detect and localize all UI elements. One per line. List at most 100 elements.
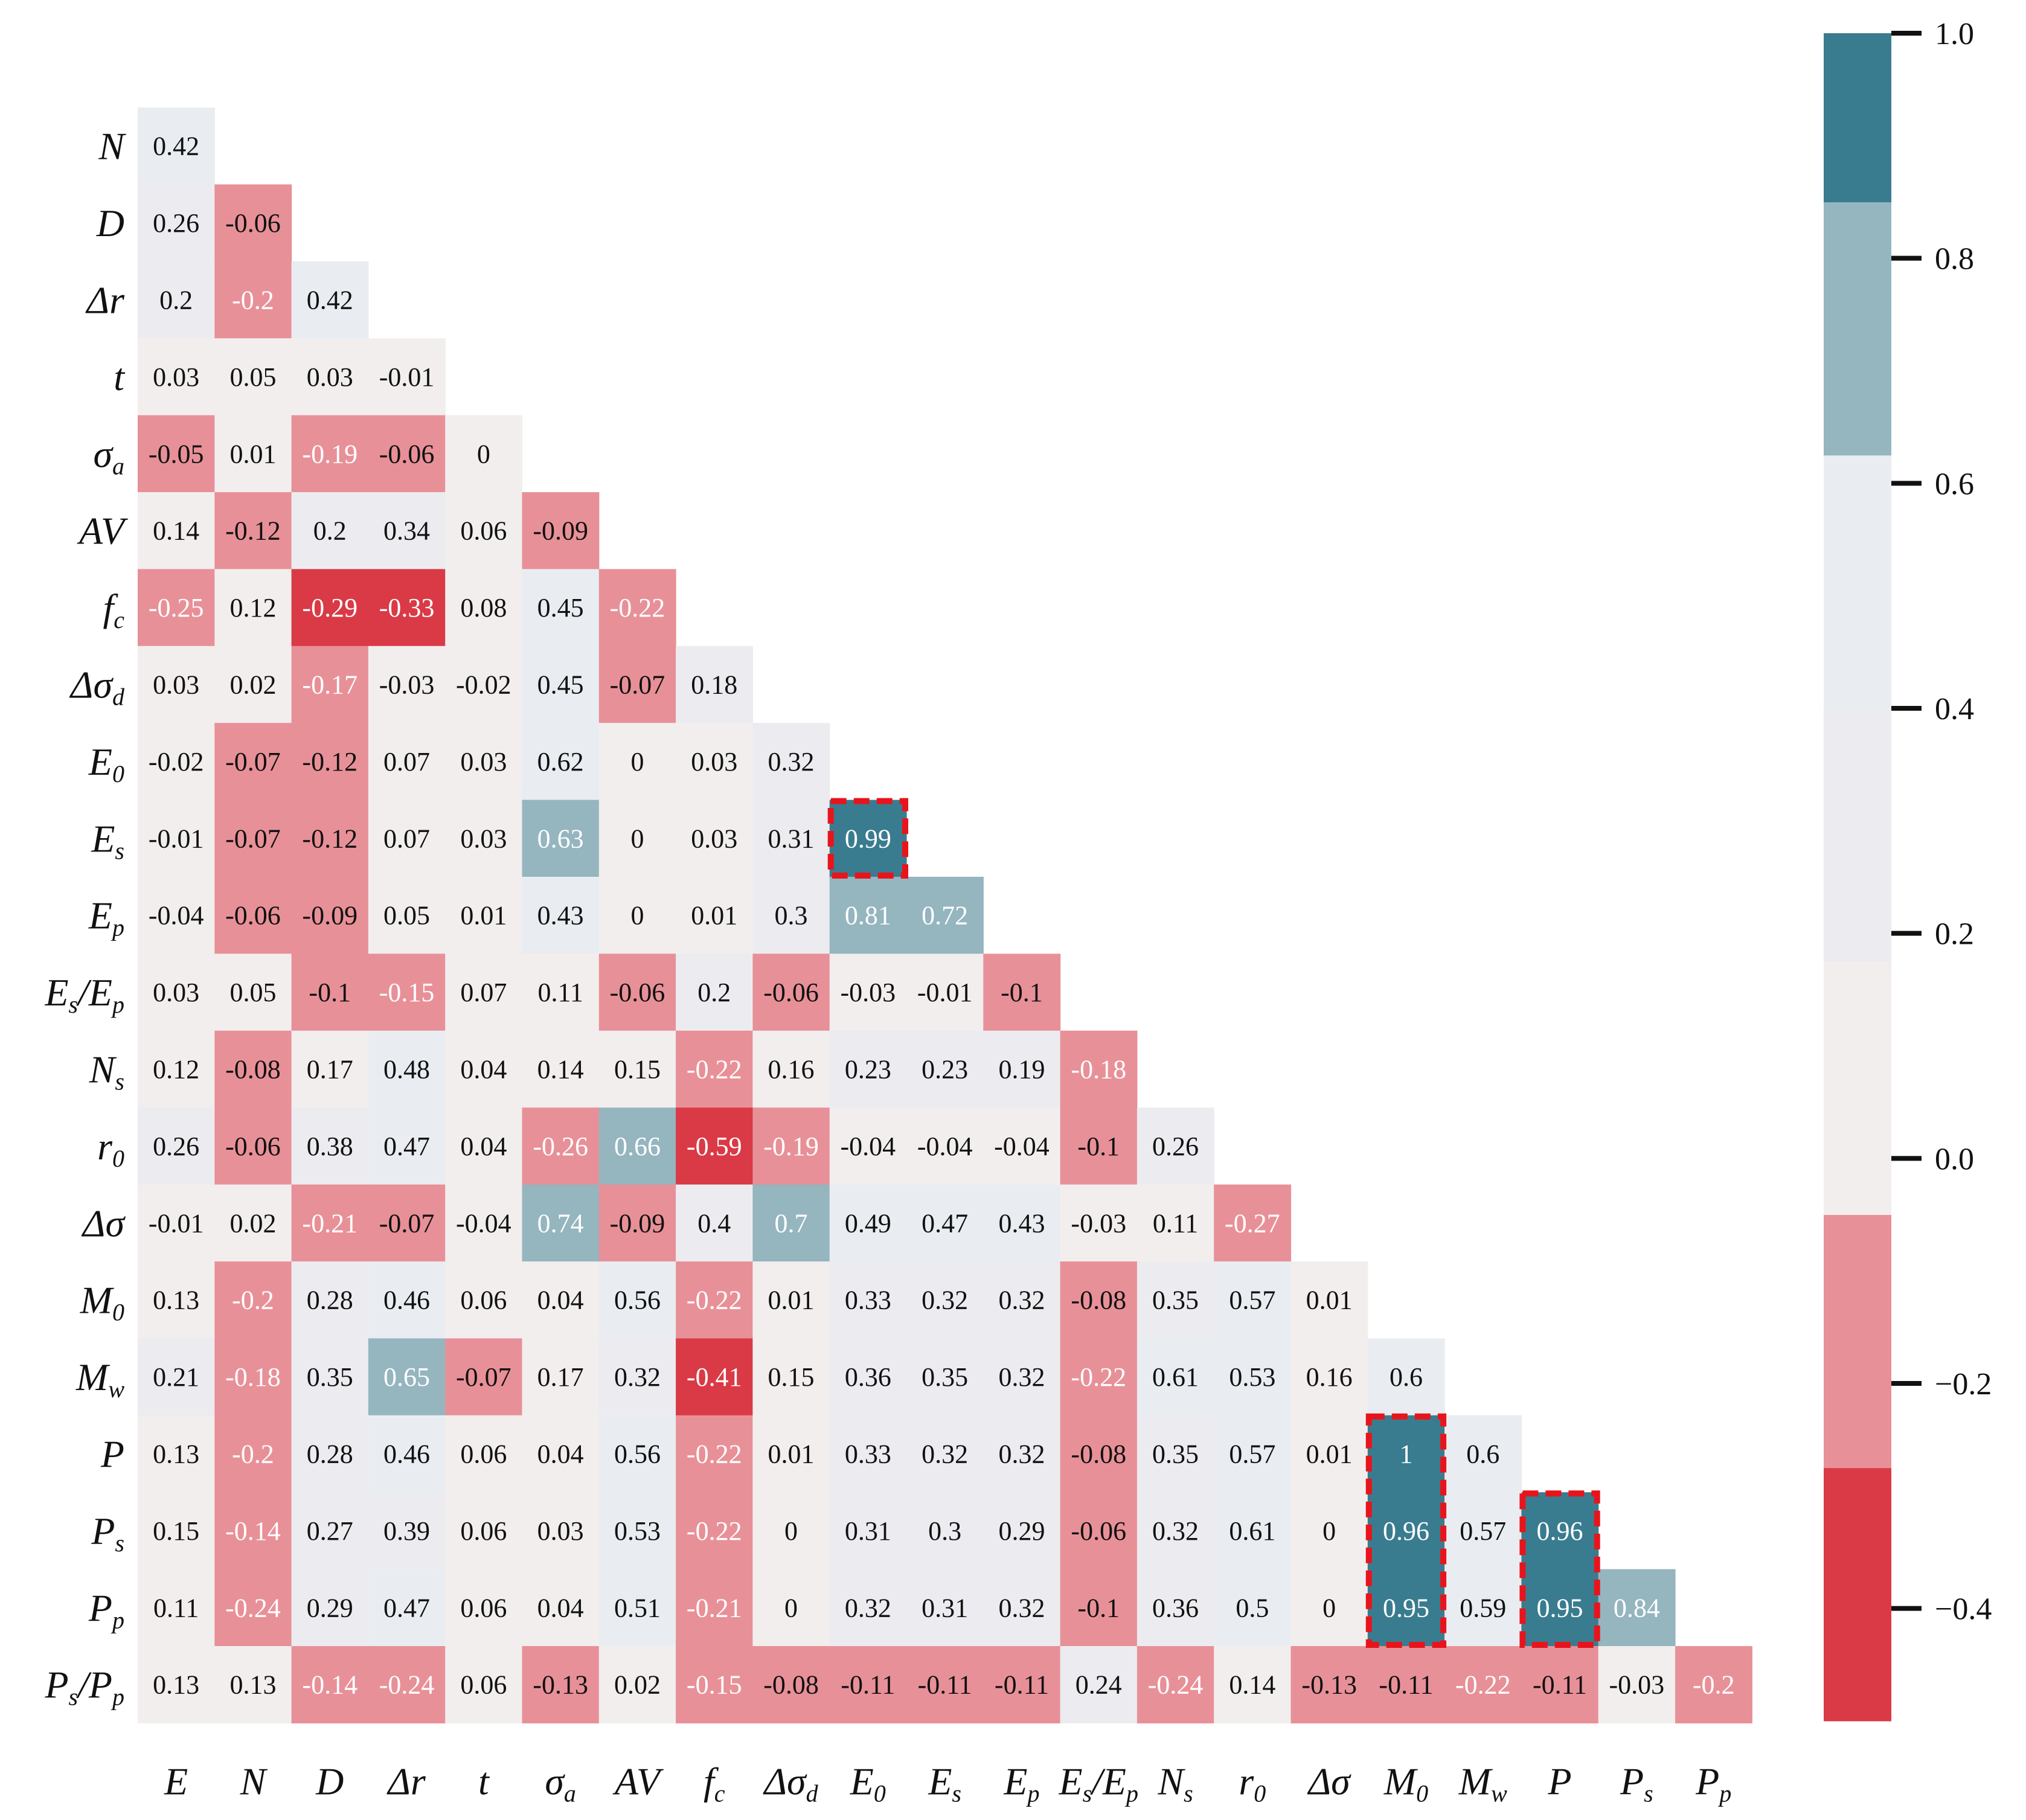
y-tick-label: Ps — [91, 1510, 124, 1557]
colorbar-band — [1824, 1467, 1891, 1722]
cell-value-label: -0.05 — [149, 439, 204, 469]
cell-value-label: -0.07 — [225, 747, 281, 777]
heatmap-cell — [291, 799, 369, 877]
cell-value-label: 0.02 — [229, 1208, 276, 1238]
cell-value-label: 0.17 — [537, 1362, 584, 1392]
cell-value-label: 0.06 — [460, 1593, 507, 1623]
cell-value-label: -0.01 — [379, 362, 435, 392]
heatmap-cell — [368, 1338, 446, 1416]
heatmap-cell — [1060, 1030, 1138, 1108]
cell-value-label: 0 — [784, 1516, 798, 1546]
y-tick-label: P — [100, 1433, 124, 1476]
cell-value-label: 0.47 — [383, 1132, 430, 1161]
heatmap-cell — [291, 569, 369, 647]
cell-value-label: 0 — [630, 901, 644, 931]
cell-value-label: -0.12 — [302, 747, 357, 777]
cell-value-label: -0.03 — [1609, 1670, 1665, 1700]
heatmap-cell — [1060, 1107, 1138, 1185]
heatmap-cell — [906, 1107, 984, 1185]
cell-value-label: -0.08 — [225, 1055, 281, 1085]
heatmap-cell — [522, 569, 600, 647]
colorbar-tick-label: 0.4 — [1935, 692, 1974, 726]
heatmap-cell — [1290, 1415, 1368, 1493]
heatmap-cell — [138, 107, 215, 185]
x-tick-label: E — [164, 1760, 188, 1802]
cell-value-label: 0.38 — [307, 1132, 353, 1161]
cell-value-label: 0.53 — [1229, 1362, 1275, 1392]
colorbar-band — [1824, 961, 1891, 1215]
heatmap-cell — [906, 1261, 984, 1339]
heatmap-cell — [522, 646, 600, 723]
cell-value-label: -0.01 — [917, 978, 973, 1007]
heatmap-cell — [1444, 1646, 1522, 1723]
heatmap-cell — [752, 953, 830, 1031]
heatmap-cell — [368, 723, 446, 801]
cell-value-label: 0.4 — [697, 1208, 731, 1238]
heatmap-cell — [445, 1338, 523, 1416]
heatmap-cell — [522, 1569, 600, 1647]
cell-value-label: 0.05 — [229, 362, 276, 392]
cell-value-label: 0.07 — [383, 824, 430, 853]
heatmap-cell — [752, 1415, 830, 1493]
heatmap-cell — [445, 1492, 523, 1570]
cell-value-label: 0.43 — [998, 1208, 1045, 1238]
colorbar-band — [1824, 455, 1891, 709]
heatmap-cell — [829, 953, 907, 1031]
cell-value-label: -0.1 — [309, 978, 351, 1007]
heatmap-cell — [598, 1107, 676, 1185]
cell-value-label: 0.32 — [614, 1362, 661, 1392]
cell-value-label: 0.35 — [922, 1362, 968, 1392]
heatmap-cell — [368, 877, 446, 954]
heatmap-cell — [1136, 1569, 1214, 1647]
heatmap-cell — [676, 953, 753, 1031]
cell-value-label: 0.63 — [537, 824, 584, 853]
cell-value-label: 0.59 — [1460, 1593, 1506, 1623]
heatmap-cell — [1214, 1261, 1292, 1339]
heatmap-cell — [214, 799, 292, 877]
cell-value-label: -0.24 — [379, 1670, 435, 1700]
cell-value-label: -0.02 — [149, 747, 204, 777]
y-tick-label: Ps/Pp — [44, 1664, 124, 1711]
heatmap-cell — [138, 1107, 215, 1185]
heatmap-cell — [1521, 1492, 1599, 1570]
cell-value-label: -0.06 — [225, 208, 281, 238]
heatmap-cell — [598, 1338, 676, 1416]
heatmap-cell — [1367, 1569, 1445, 1647]
cell-value-label: 0.03 — [691, 824, 737, 853]
colorbar-band — [1824, 708, 1891, 962]
heatmap-cell — [1060, 1338, 1138, 1416]
heatmap-cell — [598, 1646, 676, 1723]
x-tick-label: D — [315, 1760, 344, 1802]
cell-value-label: 0.06 — [460, 1440, 507, 1469]
cell-value-label: -0.21 — [302, 1208, 357, 1238]
heatmap-cell — [1214, 1569, 1292, 1647]
cell-value-label: -0.06 — [763, 978, 819, 1007]
cell-value-label: -0.08 — [1071, 1286, 1126, 1315]
cell-value-label: -0.22 — [610, 593, 665, 623]
x-tick-label: Es — [928, 1760, 961, 1807]
heatmap-cell — [445, 723, 523, 801]
heatmap-cell — [368, 492, 446, 569]
heatmap-cell — [368, 646, 446, 723]
heatmap-cell — [598, 877, 676, 954]
cell-value-label: 0.13 — [153, 1286, 199, 1315]
heatmap-cell — [1290, 1646, 1368, 1723]
cell-value-label: 0.6 — [1466, 1440, 1499, 1469]
x-axis-labels: E N D Δr t σa AV fc Δσd E0 Es Ep Es/Ep Ns r0 Δσ M0 Mw P Ps P… — [164, 1760, 1731, 1807]
x-tick-label: P — [1548, 1760, 1572, 1802]
colorbar-tick-label: 0.2 — [1935, 917, 1974, 952]
y-tick-label: Mw — [75, 1356, 124, 1403]
colorbar-tick-label: 0.6 — [1935, 467, 1974, 501]
colorbar-tick-label: 0.8 — [1935, 242, 1974, 277]
cell-value-label: -0.33 — [379, 593, 435, 623]
cell-value-label: 0.35 — [1152, 1286, 1199, 1315]
y-tick-label: E0 — [88, 740, 124, 787]
heatmap-cell — [676, 723, 753, 801]
heatmap-cell — [522, 1184, 600, 1262]
cell-value-label: -0.26 — [533, 1132, 588, 1161]
heatmap-cell — [368, 569, 446, 647]
heatmap-cell — [138, 1415, 215, 1493]
heatmap-cell — [598, 723, 676, 801]
cell-value-label: 0.04 — [537, 1286, 584, 1315]
heatmap-cell — [598, 569, 676, 647]
